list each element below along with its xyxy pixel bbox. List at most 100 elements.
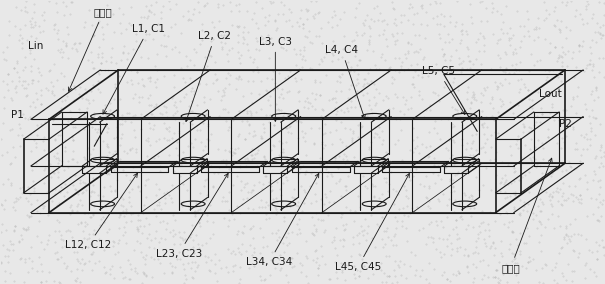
Point <box>506 181 516 186</box>
Point <box>541 68 551 72</box>
Point <box>151 139 160 143</box>
Point <box>539 18 549 22</box>
Point <box>439 191 448 196</box>
Point <box>583 137 592 141</box>
Point <box>570 147 580 151</box>
Point <box>501 178 511 183</box>
Point <box>272 28 281 32</box>
Point <box>558 245 567 249</box>
Point <box>434 99 443 103</box>
Point <box>405 211 414 216</box>
Point <box>151 102 161 107</box>
Point <box>66 80 76 84</box>
Point <box>407 163 416 168</box>
Point <box>350 208 360 213</box>
Point <box>479 34 488 38</box>
Point <box>549 67 558 72</box>
Point <box>320 228 330 232</box>
Point <box>166 25 175 29</box>
Point <box>335 177 345 181</box>
Point <box>377 215 387 219</box>
Point <box>509 170 519 174</box>
Point <box>178 121 188 125</box>
Point <box>508 219 517 224</box>
Point <box>355 274 364 279</box>
Point <box>338 157 348 161</box>
Point <box>161 227 171 231</box>
Point <box>50 138 60 142</box>
Point <box>231 87 240 91</box>
Point <box>244 266 254 271</box>
Point <box>393 138 403 142</box>
Point <box>460 193 469 197</box>
Point <box>586 92 596 97</box>
Point <box>284 241 294 245</box>
Point <box>519 241 529 245</box>
Point <box>557 45 566 50</box>
Point <box>234 281 244 284</box>
Point <box>205 97 215 101</box>
Point <box>19 227 29 231</box>
Point <box>154 137 163 142</box>
Point <box>180 237 190 241</box>
Point <box>249 224 258 228</box>
Point <box>352 32 362 37</box>
Point <box>507 229 517 234</box>
Point <box>122 151 132 155</box>
Point <box>471 264 480 269</box>
Point <box>518 208 528 212</box>
Point <box>292 119 301 123</box>
Point <box>134 95 143 99</box>
Point <box>87 125 96 129</box>
Point <box>500 77 510 81</box>
Point <box>212 78 221 83</box>
Point <box>522 266 531 270</box>
Point <box>90 157 100 162</box>
Point <box>93 52 102 56</box>
Point <box>552 185 561 190</box>
Point <box>557 270 567 275</box>
Point <box>275 268 285 272</box>
Point <box>206 258 215 262</box>
Point <box>132 239 142 243</box>
Point <box>13 133 22 137</box>
Point <box>113 178 122 183</box>
Point <box>422 145 431 149</box>
Point <box>136 15 146 20</box>
Point <box>589 270 599 274</box>
Point <box>515 60 525 64</box>
Point <box>584 248 594 253</box>
Point <box>316 196 326 201</box>
Point <box>315 161 325 166</box>
Point <box>221 157 231 162</box>
Point <box>238 242 247 246</box>
Point <box>88 232 98 237</box>
Point <box>427 220 436 224</box>
Point <box>570 14 580 19</box>
Point <box>110 149 120 153</box>
Point <box>538 201 548 206</box>
Point <box>576 153 586 157</box>
Point <box>0 268 10 273</box>
Point <box>23 227 33 232</box>
Point <box>341 126 350 130</box>
Point <box>114 214 123 219</box>
Point <box>93 130 102 134</box>
Point <box>175 235 185 239</box>
Point <box>417 268 427 273</box>
Point <box>374 224 384 229</box>
Point <box>566 164 576 169</box>
Point <box>224 48 234 53</box>
Point <box>370 63 379 68</box>
Point <box>15 186 24 190</box>
Point <box>511 191 520 196</box>
Point <box>581 107 591 112</box>
Point <box>294 118 304 123</box>
Point <box>307 67 317 72</box>
Point <box>148 126 158 131</box>
Point <box>146 237 156 242</box>
Point <box>347 253 356 258</box>
Point <box>28 77 38 82</box>
Point <box>53 133 63 137</box>
Point <box>376 11 385 15</box>
